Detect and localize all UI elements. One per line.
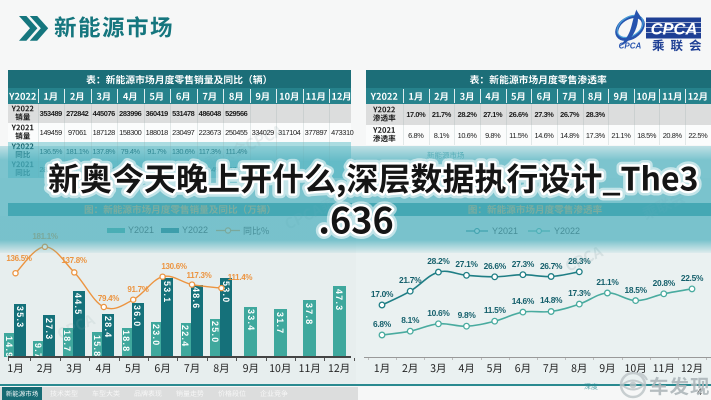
- svg-text:CPCA: CPCA: [651, 21, 698, 39]
- svg-text:CPCA: CPCA: [619, 42, 642, 51]
